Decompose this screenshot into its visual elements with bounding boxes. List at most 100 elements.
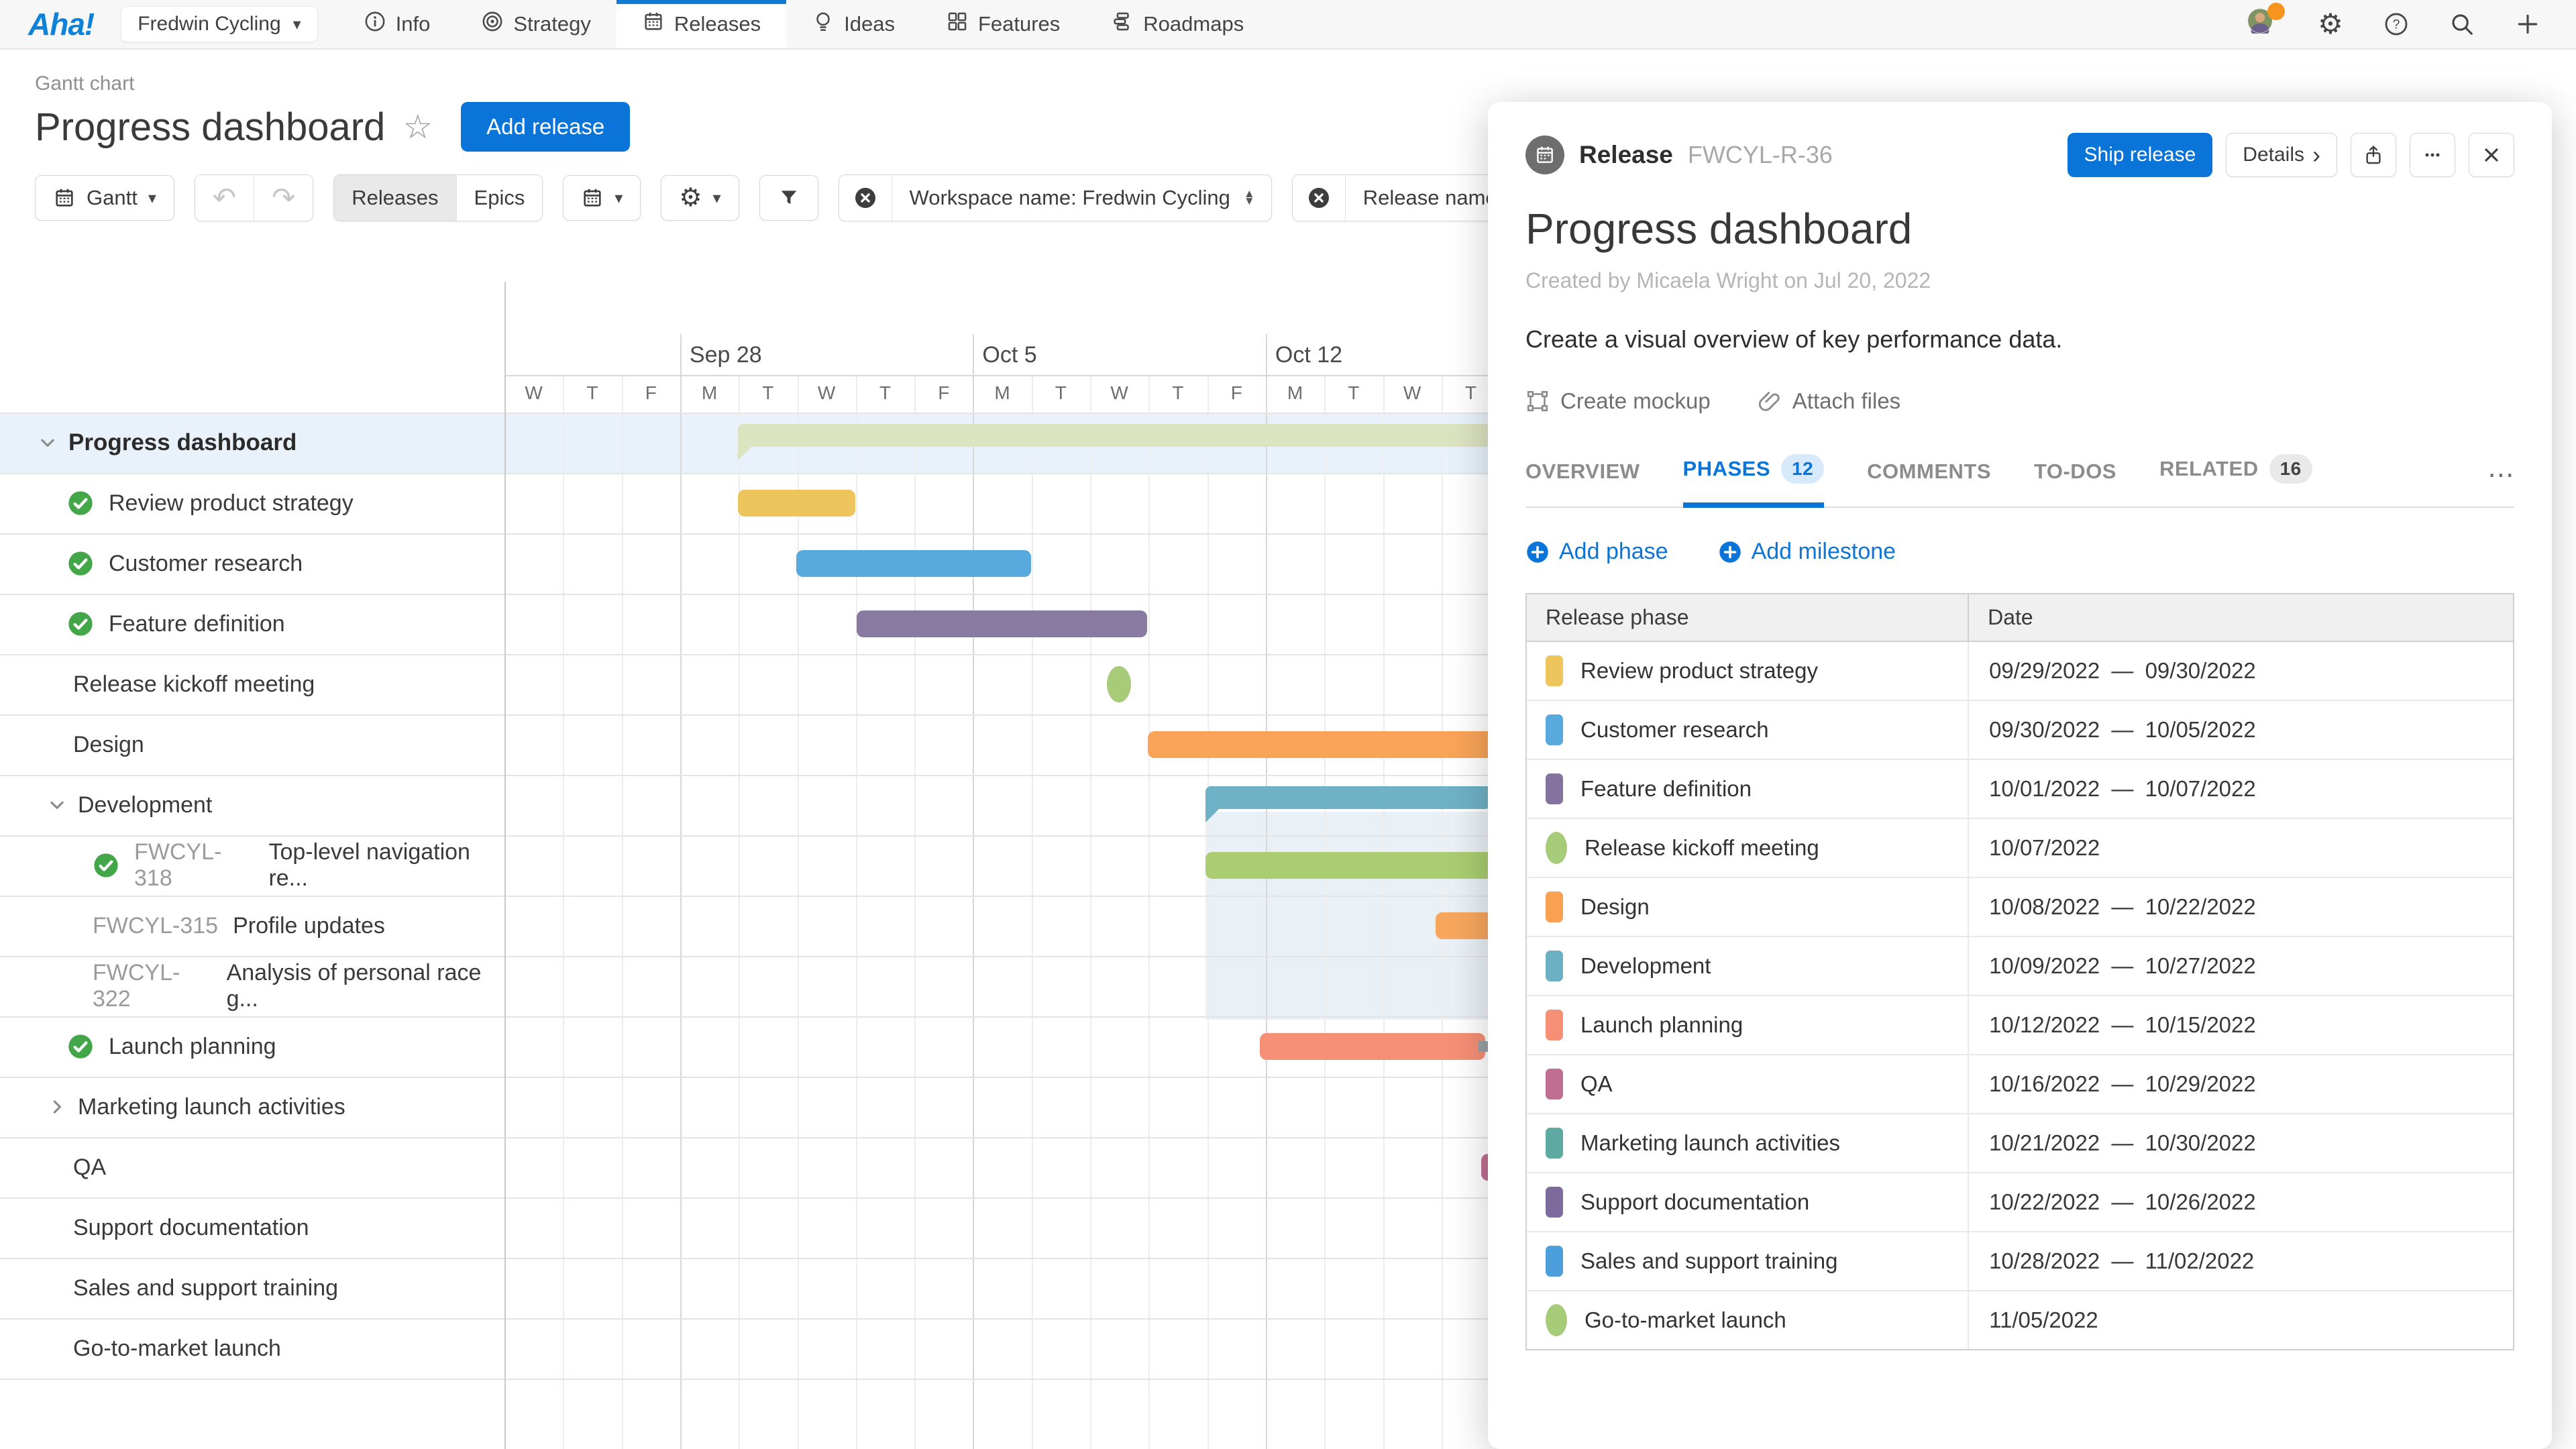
phase-color-swatch (1546, 1246, 1563, 1277)
nav-item-info[interactable]: Info (338, 0, 456, 48)
dependency-handle[interactable] (1479, 1041, 1489, 1052)
phase-table-row[interactable]: Launch planning 10/12/2022 — 10/15/2022 (1527, 995, 2513, 1054)
chevron-right-icon[interactable] (47, 1097, 67, 1117)
gantt-row-label[interactable]: Release kickoff meeting (0, 654, 504, 714)
phase-table-row[interactable]: Marketing launch activities 10/21/2022 — … (1527, 1113, 2513, 1172)
remove-filter-icon[interactable] (839, 175, 892, 221)
releases-icon (642, 10, 665, 38)
avatar[interactable] (2247, 3, 2285, 40)
workspace-selector[interactable]: Fredwin Cycling ▾ (121, 6, 318, 42)
gantt-row-label[interactable]: Go-to-market launch (0, 1318, 504, 1379)
svg-text:?: ? (2393, 18, 2400, 32)
tab-to-dos[interactable]: TO-DOS (2034, 460, 2116, 508)
phase-table-row[interactable]: Feature definition 10/01/2022 — 10/07/202… (1527, 759, 2513, 818)
gantt-row-label[interactable]: QA (0, 1137, 504, 1197)
tab-phases[interactable]: PHASES 12 (1682, 454, 1825, 508)
view-type-button[interactable]: Gantt ▾ (35, 175, 174, 221)
nav-item-strategy[interactable]: Strategy (455, 0, 616, 48)
nav-item-releases[interactable]: Releases (616, 0, 787, 48)
nav-item-roadmaps[interactable]: Roadmaps (1085, 0, 1269, 48)
phase-table-row[interactable]: Go-to-market launch 11/05/2022 (1527, 1290, 2513, 1349)
settings-button[interactable]: ⚙ ▾ (661, 175, 739, 221)
tab-related[interactable]: RELATED 16 (2159, 454, 2312, 508)
help-icon[interactable]: ? (2381, 9, 2411, 39)
gantt-row-label[interactable]: Development (0, 775, 504, 835)
nav-item-label: Strategy (513, 12, 591, 36)
add-plus-icon[interactable] (2513, 9, 2542, 39)
close-panel-button[interactable] (2469, 133, 2514, 177)
segment-releases[interactable]: Releases (334, 175, 456, 221)
features-icon (946, 10, 969, 38)
nav-item-ideas[interactable]: Ideas (786, 0, 920, 48)
search-icon[interactable] (2447, 9, 2477, 39)
day-gridline (1148, 375, 1150, 1449)
gantt-row-label[interactable]: FWCYL-322 Analysis of personal race g... (0, 956, 504, 1016)
gantt-row-label[interactable]: Design (0, 714, 504, 775)
gantt-row-label[interactable]: Progress dashboard (0, 413, 504, 473)
more-actions-button[interactable] (2410, 133, 2455, 177)
gantt-row-label[interactable]: Launch planning (0, 1016, 504, 1077)
day-letter: T (1348, 382, 1360, 403)
gantt-row-label[interactable]: Sales and support training (0, 1258, 504, 1318)
add-milestone-link[interactable]: Add milestone (1718, 539, 1896, 565)
settings-gear-icon[interactable]: ⚙ (2318, 8, 2343, 40)
phase-table-row[interactable]: Customer research 09/30/2022 — 10/05/2022 (1527, 700, 2513, 759)
gantt-bar[interactable] (738, 490, 855, 517)
gantt-row-label[interactable]: FWCYL-318 Top-level navigation re... (0, 835, 504, 896)
gantt-summary-bar[interactable] (1205, 786, 1491, 822)
row-title: Feature definition (109, 610, 285, 637)
add-phase-link[interactable]: Add phase (1525, 539, 1668, 565)
gantt-row-label[interactable]: Customer research (0, 533, 504, 594)
gantt-row-label[interactable]: Feature definition (0, 594, 504, 654)
gantt-bar[interactable] (857, 610, 1147, 637)
gantt-bar[interactable] (1260, 1033, 1485, 1060)
row-title: Review product strategy (109, 490, 354, 516)
tab-overview[interactable]: OVERVIEW (1525, 460, 1640, 508)
row-separator (0, 1318, 1491, 1320)
gantt-bar[interactable] (1436, 912, 1491, 939)
chevron-down-icon[interactable] (47, 795, 67, 815)
phase-table-row[interactable]: Review product strategy 09/29/2022 — 09/3… (1527, 642, 2513, 700)
phase-table-row[interactable]: Release kickoff meeting 10/07/2022 (1527, 818, 2513, 877)
create-mockup-link[interactable]: Create mockup (1525, 388, 1711, 414)
gantt-bar[interactable] (796, 550, 1031, 577)
sort-arrows-icon[interactable]: ▲ ▼ (1243, 187, 1255, 207)
remove-filter-icon[interactable] (1293, 175, 1346, 221)
phase-name-cell: Go-to-market launch (1527, 1291, 1968, 1349)
favorite-star-icon[interactable]: ☆ (402, 108, 433, 146)
calendar-range-button[interactable]: ▾ (563, 175, 641, 221)
gantt-milestone[interactable] (1107, 666, 1131, 702)
phase-table-row[interactable]: Sales and support training 10/28/2022 — 1… (1527, 1231, 2513, 1290)
gantt-summary-bar[interactable] (738, 424, 1491, 460)
add-release-button[interactable]: Add release (461, 102, 631, 152)
chevron-down-icon[interactable] (38, 433, 58, 453)
phase-table-row[interactable]: Design 10/08/2022 — 10/22/2022 (1527, 877, 2513, 936)
share-button[interactable] (2351, 133, 2396, 177)
details-button[interactable]: Details › (2226, 133, 2337, 177)
gantt-bar[interactable] (1148, 731, 1491, 758)
filter-pill-workspace[interactable]: Workspace name: Fredwin Cycling ▲ ▼ (838, 174, 1272, 221)
gantt-row-label[interactable]: Review product strategy (0, 473, 504, 533)
phase-table-row[interactable]: QA 10/16/2022 — 10/29/2022 (1527, 1054, 2513, 1113)
phase-table-row[interactable]: Development 10/09/2022 — 10/27/2022 (1527, 936, 2513, 995)
undo-button[interactable]: ↶ (195, 175, 254, 221)
gantt-row-label[interactable]: FWCYL-315 Profile updates (0, 896, 504, 956)
redo-button[interactable]: ↷ (254, 175, 313, 221)
attach-files-link[interactable]: Attach files (1758, 388, 1900, 414)
row-title: Support documentation (73, 1214, 309, 1240)
tab-comments[interactable]: COMMENTS (1867, 460, 1991, 508)
filter-button[interactable] (759, 175, 818, 221)
release-description[interactable]: Create a visual overview of key performa… (1525, 325, 2063, 353)
aha-logo[interactable]: Aha! (28, 7, 95, 42)
gantt-row-label[interactable]: Support documentation (0, 1197, 504, 1258)
release-title[interactable]: Progress dashboard (1525, 205, 1913, 253)
gantt-row-label[interactable]: Marketing launch activities (0, 1077, 504, 1137)
ship-release-button[interactable]: Ship release (2067, 133, 2213, 177)
segment-epics[interactable]: Epics (455, 175, 543, 221)
plus-circle-icon (1527, 541, 1548, 563)
nav-item-features[interactable]: Features (920, 0, 1085, 48)
phase-table-row[interactable]: Support documentation 10/22/2022 — 10/26/… (1527, 1172, 2513, 1231)
tabs-more-icon[interactable]: ⋯ (2487, 460, 2514, 490)
gantt-bar[interactable] (1205, 852, 1491, 879)
release-calendar-icon (1525, 136, 1564, 174)
